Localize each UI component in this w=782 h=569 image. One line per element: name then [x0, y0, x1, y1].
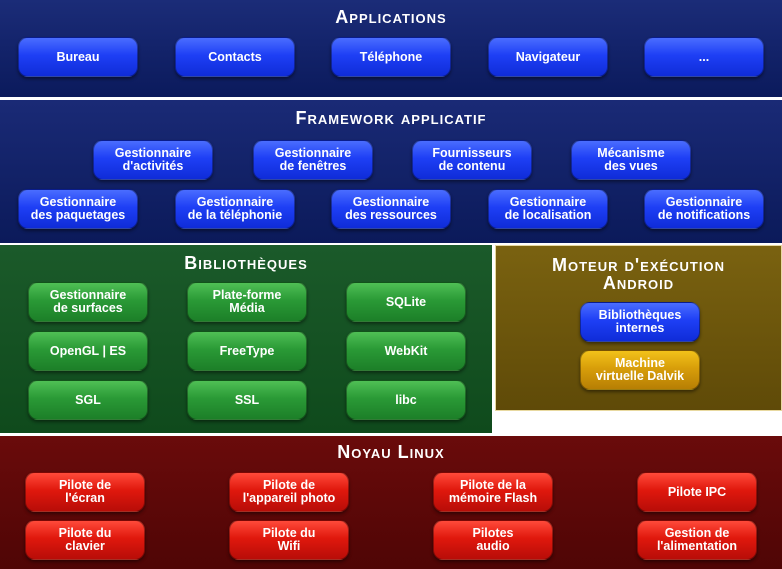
app-telephone: Téléphone — [331, 37, 451, 77]
framework-layer: Framework applicatif Gestionnaire d'acti… — [0, 100, 782, 243]
app-more: ... — [644, 37, 764, 77]
libraries-title: Bibliothèques — [184, 253, 308, 273]
resource-manager: Gestionnaire des ressources — [331, 189, 451, 229]
libc: libc — [346, 380, 466, 420]
framework-title: Framework applicatif — [295, 108, 487, 128]
camera-driver: Pilote de l'appareil photo — [229, 472, 349, 512]
linux-kernel-layer: Noyau Linux Pilote de l'écran Pilote de … — [0, 436, 782, 569]
view-system: Mécanisme des vues — [571, 140, 691, 180]
wifi-driver: Pilote du Wifi — [229, 520, 349, 560]
applications-title: Applications — [335, 7, 447, 27]
core-libraries: Bibliothèques internes — [580, 302, 700, 342]
opengl-es: OpenGL | ES — [28, 331, 148, 371]
sgl: SGL — [28, 380, 148, 420]
window-manager: Gestionnaire de fenêtres — [253, 140, 373, 180]
app-navigateur: Navigateur — [488, 37, 608, 77]
media-framework: Plate-forme Média — [187, 282, 307, 322]
freetype: FreeType — [187, 331, 307, 371]
surface-manager: Gestionnaire de surfaces — [28, 282, 148, 322]
dalvik-vm: Machine virtuelle Dalvik — [580, 350, 700, 390]
sqlite: SQLite — [346, 282, 466, 322]
power-management: Gestion de l'alimentation — [637, 520, 757, 560]
ssl: SSL — [187, 380, 307, 420]
display-driver: Pilote de l'écran — [25, 472, 145, 512]
location-manager: Gestionnaire de localisation — [488, 189, 608, 229]
applications-layer: Applications Bureau Contacts Téléphone N… — [0, 0, 782, 97]
libraries-layer: Bibliothèques Gestionnaire de surfaces P… — [0, 245, 492, 433]
android-runtime-layer: Moteur d'exécution Android Bibliothèques… — [495, 245, 782, 411]
activity-manager: Gestionnaire d'activités — [93, 140, 213, 180]
telephony-manager: Gestionnaire de la téléphonie — [175, 189, 295, 229]
kernel-title: Noyau Linux — [337, 442, 445, 462]
keypad-driver: Pilote du clavier — [25, 520, 145, 560]
app-bureau: Bureau — [18, 37, 138, 77]
runtime-title: Moteur d'exécution Android — [551, 255, 725, 293]
content-providers: Fournisseurs de contenu — [412, 140, 532, 180]
audio-drivers: Pilotes audio — [433, 520, 553, 560]
app-contacts: Contacts — [175, 37, 295, 77]
notification-manager: Gestionnaire de notifications — [644, 189, 764, 229]
webkit: WebKit — [346, 331, 466, 371]
package-manager: Gestionnaire des paquetages — [18, 189, 138, 229]
ipc-driver: Pilote IPC — [637, 472, 757, 512]
flash-memory-driver: Pilote de la mémoire Flash — [433, 472, 553, 512]
